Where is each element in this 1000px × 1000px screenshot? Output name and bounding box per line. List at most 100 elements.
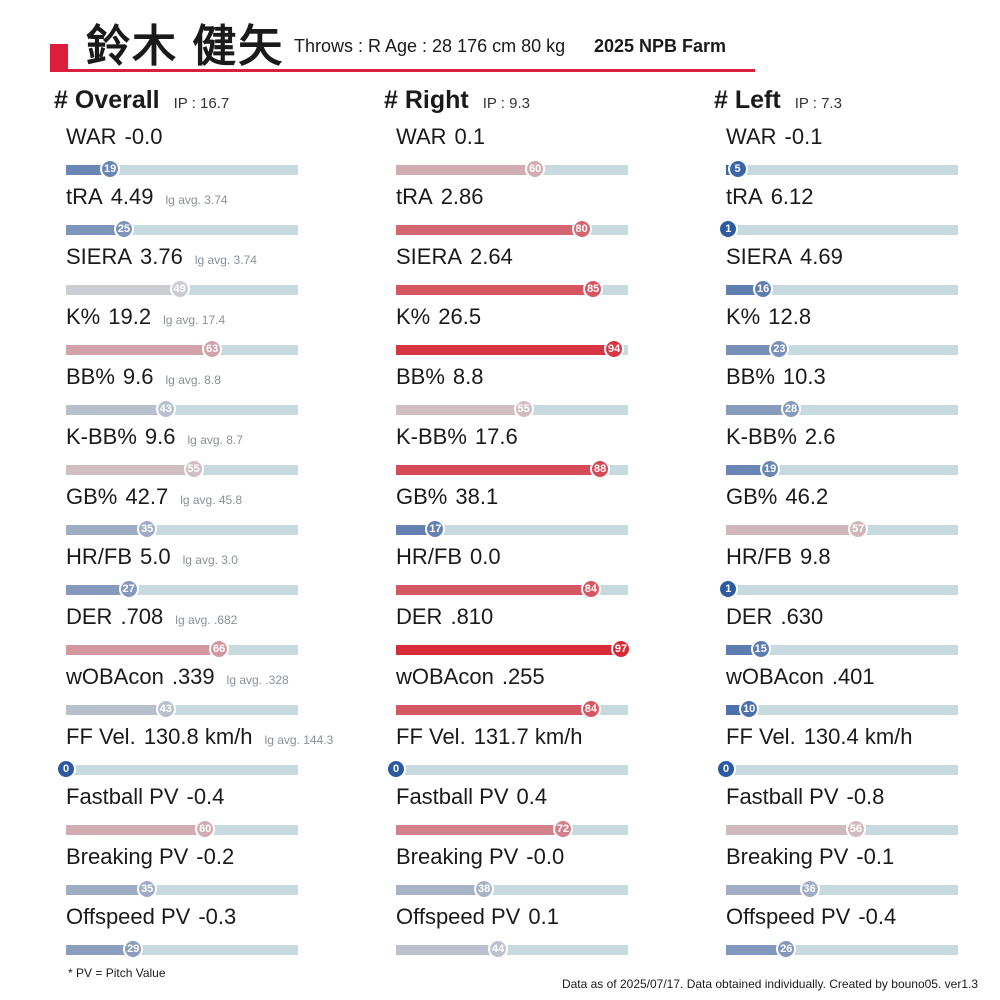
- metric-value: -0.1: [856, 844, 895, 869]
- metric-value: 9.8: [800, 544, 831, 569]
- metric-label: GB%: [726, 484, 778, 509]
- percentile-marker: 27: [118, 579, 139, 599]
- percentile-track: 84: [396, 699, 628, 719]
- metric-value: .810: [450, 604, 494, 629]
- metric-row: Fastball PV -0.4 60: [62, 784, 362, 844]
- metric-label: WAR: [66, 124, 117, 149]
- metric-value: .401: [831, 664, 875, 689]
- percentile-track: 49: [66, 279, 298, 299]
- percentile-track: 27: [66, 579, 298, 599]
- header: 鈴木 健矢 Throws : R Age : 28 176 cm 80 kg 2…: [0, 0, 1000, 80]
- metric-line: BB% 10.3: [726, 364, 826, 390]
- metric-line: K-BB% 17.6: [396, 424, 518, 450]
- metric-label: Fastball PV: [66, 784, 179, 809]
- percentile-track: 43: [66, 399, 298, 419]
- metric-value: 2.6: [804, 424, 836, 449]
- metric-row: Fastball PV -0.8 56: [722, 784, 1000, 844]
- metric-line: wOBAcon .255: [396, 664, 545, 690]
- metric-value: 4.49: [110, 184, 154, 209]
- metric-label: SIERA: [726, 244, 793, 269]
- percentile-bar: [66, 885, 148, 895]
- metric-label: K-BB%: [726, 424, 797, 449]
- percentile-track: 0: [716, 759, 958, 779]
- percentile-marker: 60: [195, 819, 216, 839]
- percentile-track: 19: [66, 159, 298, 179]
- metric-value: 19.2: [108, 304, 152, 329]
- metric-label: FF Vel.: [396, 724, 466, 749]
- metric-row: Offspeed PV -0.4 26: [722, 904, 1000, 964]
- metric-line: K% 12.8: [726, 304, 811, 330]
- panel-title-text: # Left: [714, 86, 781, 114]
- metric-row: Offspeed PV -0.3 29: [62, 904, 362, 964]
- percentile-bar: [396, 285, 594, 295]
- percentile-marker: 44: [488, 939, 509, 959]
- percentile-marker: 17: [425, 519, 446, 539]
- percentile-marker: 49: [169, 279, 190, 299]
- percentile-track: 55: [66, 459, 298, 479]
- percentile-bar: [396, 645, 622, 655]
- metric-row: K-BB% 2.6 19: [722, 424, 1000, 484]
- percentile-marker: 84: [580, 699, 601, 719]
- metric-line: K-BB% 9.6 lg avg. 8.7: [66, 424, 243, 450]
- percentile-marker: 28: [780, 399, 801, 419]
- percentile-marker: 0: [386, 759, 406, 779]
- metric-value: 17.6: [474, 424, 518, 449]
- percentile-marker: 55: [183, 459, 204, 479]
- league-average: lg avg. 8.7: [187, 433, 243, 447]
- metric-line: K-BB% 2.6: [726, 424, 836, 450]
- percentile-track: 1: [718, 219, 958, 239]
- metric-row: Fastball PV 0.4 72: [392, 784, 692, 844]
- metric-row: K-BB% 9.6 lg avg. 8.7 55: [62, 424, 362, 484]
- metric-label: K-BB%: [66, 424, 137, 449]
- percentile-marker: 26: [776, 939, 797, 959]
- metric-row: SIERA 2.64 85: [392, 244, 692, 304]
- metric-value: 0.1: [454, 124, 486, 149]
- percentile-track: 80: [396, 219, 628, 239]
- league-average: lg avg. 3.0: [182, 553, 238, 567]
- metric-row: K-BB% 17.6 88: [392, 424, 692, 484]
- league-label: 2025 NPB Farm: [594, 36, 727, 56]
- metric-value: -0.1: [784, 124, 823, 149]
- metric-line: Fastball PV -0.8: [726, 784, 884, 810]
- metric-label: Breaking PV: [726, 844, 849, 869]
- percentile-bar: [726, 525, 859, 535]
- metric-line: Fastball PV 0.4: [396, 784, 547, 810]
- panel-0: # Overall IP : 16.7 WAR -0.0 19 tRA 4.49 lg avg…: [54, 84, 374, 964]
- metric-value: -0.4: [858, 904, 897, 929]
- metric-label: DER: [66, 604, 113, 629]
- metric-row: Breaking PV -0.1 36: [722, 844, 1000, 904]
- percentile-marker: 94: [604, 339, 625, 359]
- metric-value: 9.6: [144, 424, 176, 449]
- metric-label: Offspeed PV: [726, 904, 851, 929]
- percentile-bar: [66, 825, 206, 835]
- percentile-marker: 72: [553, 819, 574, 839]
- panel-ip: IP : 16.7: [173, 95, 230, 112]
- metric-row: wOBAcon .255 84: [392, 664, 692, 724]
- percentile-bar: [396, 225, 582, 235]
- percentile-marker: 80: [571, 219, 592, 239]
- percentile-track: 44: [396, 939, 628, 959]
- metric-line: BB% 8.8: [396, 364, 484, 390]
- percentile-bar: [66, 525, 148, 535]
- metric-line: SIERA 2.64: [396, 244, 513, 270]
- metric-label: WAR: [396, 124, 447, 149]
- metric-row: Breaking PV -0.2 35: [62, 844, 362, 904]
- metric-value: 9.6: [122, 364, 154, 389]
- percentile-track: 1: [718, 579, 958, 599]
- percentile-track: 28: [726, 399, 958, 419]
- metric-value: 4.69: [800, 244, 843, 269]
- percentile-bar: [726, 285, 764, 295]
- percentile-track: 88: [396, 459, 628, 479]
- metric-label: BB%: [66, 364, 115, 389]
- metric-value: 2.86: [440, 184, 484, 209]
- metric-row: SIERA 4.69 16: [722, 244, 1000, 304]
- percentile-marker: 56: [845, 819, 866, 839]
- percentile-track: 43: [66, 699, 298, 719]
- metric-line: K% 26.5: [396, 304, 481, 330]
- metric-line: tRA 4.49 lg avg. 3.74: [66, 184, 228, 210]
- metric-value: -0.0: [526, 844, 565, 869]
- metric-value: 2.64: [470, 244, 513, 269]
- metric-row: wOBAcon .401 10: [722, 664, 1000, 724]
- percentile-marker: 36: [799, 879, 820, 899]
- metric-row: HR/FB 9.8 1: [718, 544, 1000, 604]
